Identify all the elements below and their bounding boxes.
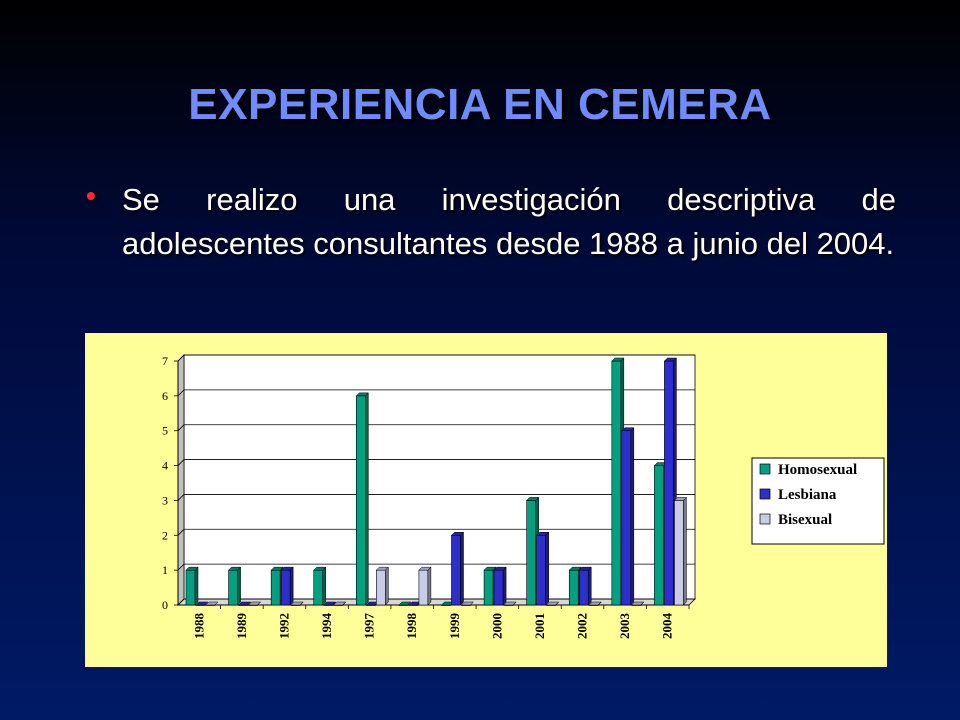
- slide-title: EXPERIENCIA EN CEMERA: [188, 80, 772, 129]
- gridline: [177, 389, 695, 397]
- bar: [526, 500, 536, 606]
- x-tick-label: 1989: [234, 613, 249, 640]
- gridline: [177, 494, 695, 501]
- bullet-icon: •: [86, 180, 96, 211]
- legend-box: [751, 457, 885, 545]
- bar: [313, 569, 324, 606]
- gridline: [177, 528, 695, 536]
- legend-swatch: [759, 463, 771, 475]
- y-tick-label: 0: [162, 598, 168, 612]
- bar-side: [322, 566, 326, 606]
- bar-side: [289, 566, 294, 606]
- bar-side: [555, 601, 559, 606]
- bar-top: [503, 601, 517, 606]
- legend-swatch: [759, 513, 771, 525]
- y-tick-label: 4: [162, 459, 168, 473]
- bar-side: [407, 601, 412, 606]
- bar-side: [237, 566, 241, 606]
- gridline: [177, 563, 695, 571]
- bar-side: [342, 601, 346, 606]
- bar-side: [247, 601, 251, 606]
- gridline: [177, 424, 695, 431]
- bullet-text: Se realizo una investigación descriptiva…: [122, 182, 896, 261]
- bar-side: [598, 601, 602, 606]
- gridline: [177, 598, 695, 606]
- bar-side: [214, 601, 219, 606]
- bar: [654, 465, 664, 606]
- gridline: [177, 354, 695, 362]
- legend-swatch: [759, 488, 771, 500]
- gridline: [177, 459, 695, 466]
- bar: [493, 569, 504, 606]
- legend-label: Bisexual: [778, 512, 832, 528]
- x-tick-label: 1994: [319, 613, 334, 640]
- y-tick-label: 1: [162, 563, 168, 577]
- bar-side: [365, 392, 369, 606]
- bar-chart: 0 1 2 3 4 5 6 7 1988 1989 1992 1994 1997 1998 1999 2000…: [162, 354, 885, 640]
- x-tick-label: 2000: [489, 613, 504, 639]
- bar-side: [588, 566, 592, 606]
- bar: [536, 534, 546, 606]
- bar: [483, 569, 494, 606]
- x-tick-label: 2004: [660, 613, 675, 640]
- bar: [674, 500, 684, 606]
- bar-side: [427, 566, 432, 606]
- bar-side: [640, 601, 645, 606]
- bar: [578, 569, 589, 606]
- bar-side: [385, 566, 389, 606]
- bar: [418, 569, 429, 606]
- bar-side: [332, 601, 336, 606]
- bar-side: [257, 601, 261, 606]
- bar: [611, 360, 622, 606]
- bar: [356, 395, 366, 606]
- chart-area: 0 1 2 3 4 5 6 7 1988 1989 1992 1994 1997 1998 1999 2000…: [85, 333, 887, 667]
- bar-side: [683, 496, 687, 606]
- bar: [664, 360, 674, 606]
- y-tick-label: 2: [162, 528, 168, 542]
- bar: [280, 569, 291, 606]
- x-tick-label: 1998: [404, 613, 419, 640]
- bar-top: [290, 601, 304, 606]
- x-tick-label: 2002: [575, 613, 590, 639]
- x-tick-label: 2003: [617, 613, 632, 640]
- bar: [270, 569, 281, 606]
- bar-side: [545, 531, 549, 606]
- bar: [228, 569, 238, 606]
- y-tick-label: 5: [162, 424, 168, 438]
- legend-label: Homosexual: [778, 462, 857, 478]
- bar-side: [502, 566, 507, 606]
- bar: [185, 569, 196, 606]
- y-tick-label: 3: [162, 493, 168, 507]
- x-tick-label: 1992: [276, 613, 291, 639]
- x-tick-label: 1999: [447, 613, 462, 640]
- legend-label: Lesbiana: [778, 487, 837, 503]
- x-tick-label: 2001: [532, 613, 547, 639]
- bar-side: [470, 601, 474, 606]
- x-tick-label: 1997: [362, 613, 377, 640]
- bullet-point: • Se realizo una investigación descripti…: [86, 178, 896, 266]
- x-tick-label: 1988: [191, 613, 206, 640]
- bar: [568, 569, 579, 606]
- y-tick-label: 6: [162, 389, 168, 403]
- bar-side: [630, 427, 635, 606]
- plot-back-wall: [183, 354, 696, 600]
- bar-side: [204, 601, 209, 606]
- bar: [376, 569, 386, 606]
- bar-side: [194, 566, 199, 606]
- bar-side: [460, 531, 464, 606]
- bar: [451, 534, 461, 606]
- y-tick-label: 7: [162, 354, 168, 368]
- bar: [621, 430, 632, 606]
